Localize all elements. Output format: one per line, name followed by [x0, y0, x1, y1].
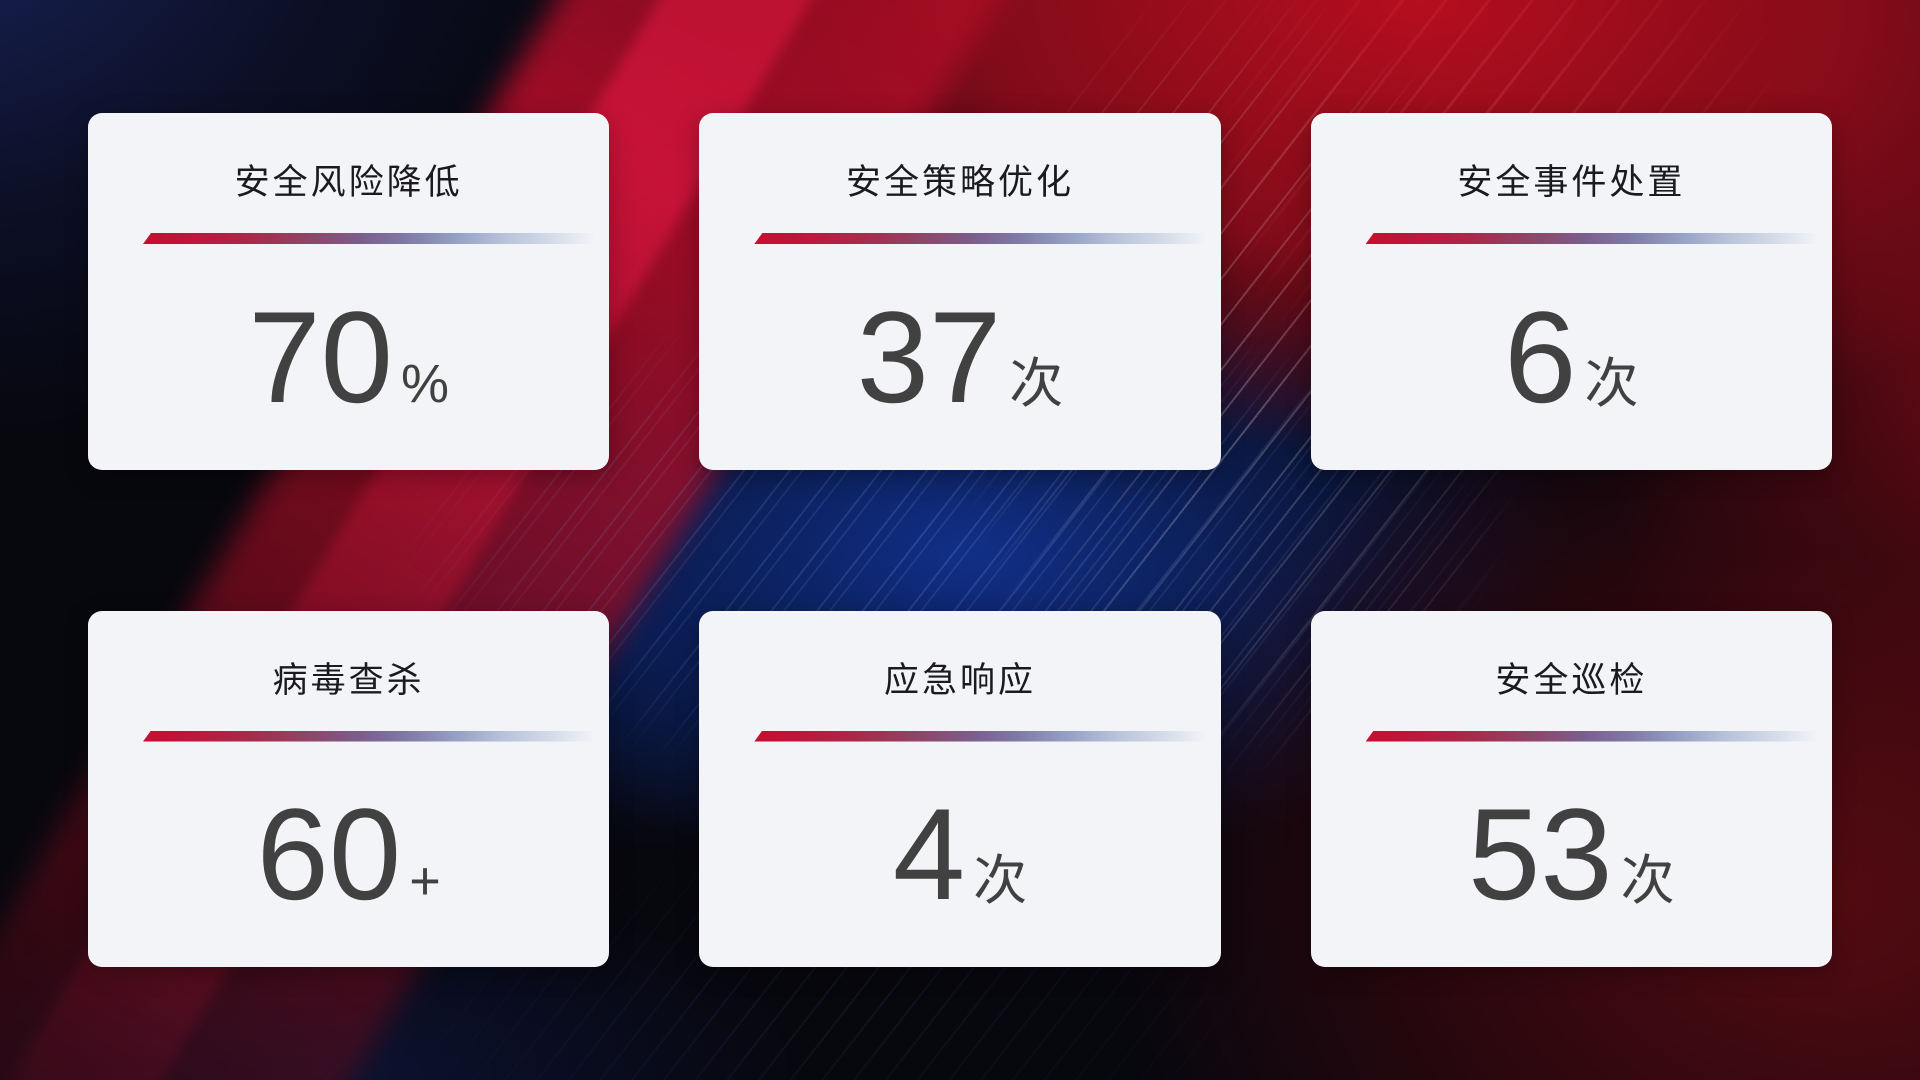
value-unit: 次: [973, 851, 1028, 912]
card-title: 安全风险降低: [234, 163, 463, 202]
stat-card-security-risk-reduction: 安全风险降低 70 %: [88, 113, 610, 470]
card-divider: [754, 730, 1207, 742]
card-value: 60 +: [257, 789, 441, 919]
value-number: 4: [892, 781, 966, 928]
value-unit: 次: [1009, 353, 1064, 414]
card-title: 应急响应: [883, 660, 1036, 700]
card-value-row: 4 次: [699, 742, 1220, 968]
card-divider: [143, 730, 596, 742]
card-value-row: 53 次: [1311, 742, 1832, 968]
card-title: 安全事件处置: [1457, 163, 1686, 202]
card-value-row: 60 +: [88, 742, 609, 968]
card-value: 37 次: [857, 292, 1064, 422]
card-value-row: 70 %: [88, 244, 609, 470]
card-value: 4 次: [893, 789, 1027, 919]
value-number: 70: [248, 283, 393, 430]
card-value-row: 37 次: [699, 244, 1220, 470]
stat-card-security-incident-handling: 安全事件处置 6 次: [1310, 113, 1832, 470]
card-divider: [1365, 730, 1818, 742]
stat-card-virus-scan: 病毒查杀 60 +: [88, 610, 610, 968]
card-divider: [1365, 233, 1818, 244]
card-value: 53 次: [1468, 789, 1675, 919]
stat-card-security-policy-optimization: 安全策略优化 37 次: [699, 113, 1221, 470]
kpi-grid: 安全风险降低 70 % 安全策略优化 37 次 安全事件处置: [88, 113, 1832, 967]
value-number: 53: [1468, 781, 1613, 928]
card-divider: [754, 233, 1207, 244]
card-title: 安全巡检: [1495, 660, 1648, 700]
value-unit: 次: [1620, 851, 1675, 912]
stat-card-emergency-response: 应急响应 4 次: [699, 610, 1221, 968]
value-number: 6: [1504, 283, 1577, 430]
value-unit: %: [400, 353, 449, 414]
card-value-row: 6 次: [1311, 244, 1832, 470]
card-title: 病毒查杀: [272, 660, 425, 700]
value-number: 37: [856, 283, 1002, 430]
card-value: 6 次: [1504, 292, 1638, 422]
stat-card-security-inspection: 安全巡检 53 次: [1310, 610, 1832, 968]
card-title: 安全策略优化: [845, 163, 1074, 202]
card-divider: [143, 233, 596, 244]
value-number: 60: [256, 781, 402, 928]
value-unit: 次: [1584, 353, 1639, 414]
value-unit: +: [409, 851, 441, 912]
card-value: 70 %: [248, 292, 449, 422]
